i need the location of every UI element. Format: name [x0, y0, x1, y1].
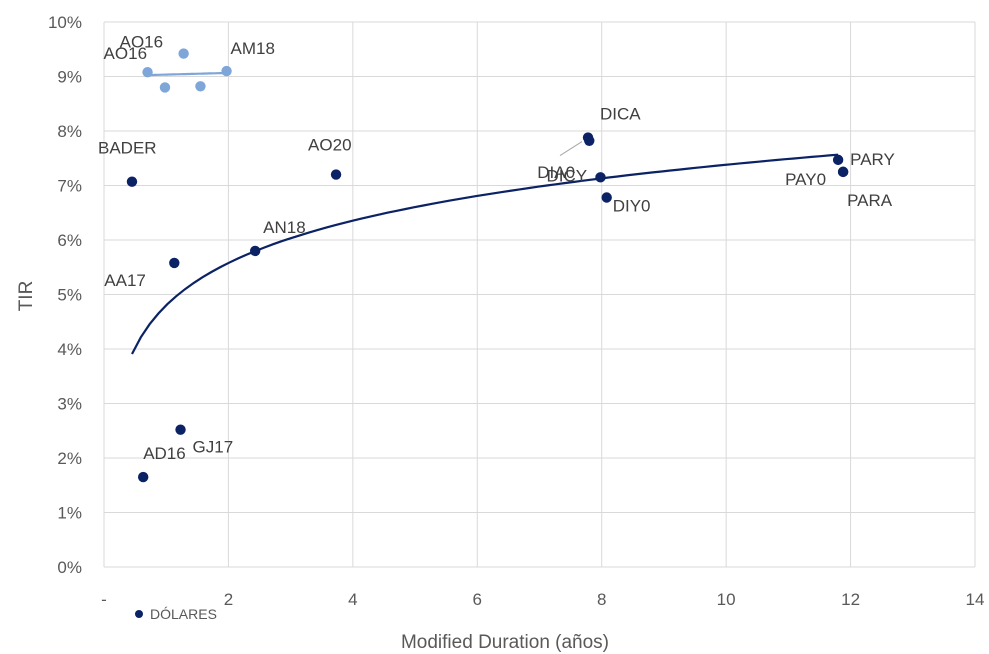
data-point [595, 172, 606, 183]
point-label: PAY0 [785, 170, 826, 189]
data-point [249, 245, 261, 257]
y-axis-ticks: 0% 1% 2% 3% 4% 5% 6% 7% 8% 9% 10% [48, 13, 82, 577]
data-point [195, 81, 206, 92]
x-tick-label: 12 [841, 590, 860, 609]
point-label: BADER [98, 139, 157, 158]
y-tick-label: 2% [57, 449, 82, 468]
x-tick-label: 2 [224, 590, 233, 609]
x-tick-label: 4 [348, 590, 357, 609]
point-label: AN18 [263, 218, 306, 237]
x-tick-label: 6 [473, 590, 482, 609]
y-tick-label: 1% [57, 504, 82, 523]
legend-label: DÓLARES [150, 606, 217, 622]
point-label: AA17 [104, 271, 146, 290]
data-point [584, 135, 595, 147]
x-tick-label: 14 [966, 590, 985, 609]
point-label: DIA0 [537, 163, 575, 182]
point-label: AO16 [120, 33, 163, 52]
point-label: DICY [546, 166, 587, 185]
grid [103, 21, 976, 568]
y-tick-label: 7% [57, 177, 82, 196]
y-tick-label: 8% [57, 122, 82, 141]
point-label: PARY [850, 150, 895, 169]
x-tick-label: - [101, 590, 107, 609]
point-label: PARA [847, 191, 893, 210]
x-tick-label: 10 [717, 590, 736, 609]
data-point [601, 192, 612, 203]
legend-marker [135, 610, 143, 618]
point-label: AD16 [143, 444, 186, 463]
point-label: AO20 [308, 136, 351, 155]
point-label: DIY0 [613, 196, 651, 215]
data-point [330, 169, 342, 180]
point-label: GJ17 [193, 438, 234, 457]
y-tick-label: 0% [57, 558, 82, 577]
y-tick-label: 10% [48, 13, 82, 32]
x-tick-label: 8 [597, 590, 606, 609]
data-point [832, 154, 844, 166]
y-axis-title: TIR [16, 281, 37, 312]
y-tick-label: 9% [57, 68, 82, 87]
data-point [175, 424, 186, 435]
data-point [221, 65, 232, 77]
data-point [837, 166, 849, 178]
data-point [159, 82, 171, 93]
x-axis-ticks: - 2 4 6 8 10 12 14 [101, 590, 984, 609]
y-tick-label: 3% [57, 395, 82, 414]
legend: DÓLARES [135, 606, 217, 622]
label-leader-line [559, 141, 583, 156]
point-label: DICA [600, 105, 641, 124]
point-label: AO16 [104, 44, 147, 63]
data-point [126, 176, 138, 187]
y-tick-label: 4% [57, 340, 82, 359]
y-tick-label: 6% [57, 231, 82, 250]
data-point [178, 48, 189, 59]
logarithmic-trendline [131, 153, 839, 355]
data-point [169, 257, 180, 269]
x-axis-title: Modified Duration (años) [401, 632, 609, 653]
linear-trendline [147, 71, 227, 77]
data-point [137, 471, 149, 483]
data-point [142, 66, 153, 78]
y-tick-label: 5% [57, 286, 82, 305]
trendlines [131, 71, 839, 355]
point-label: AM18 [231, 39, 275, 58]
data-points [126, 48, 849, 483]
